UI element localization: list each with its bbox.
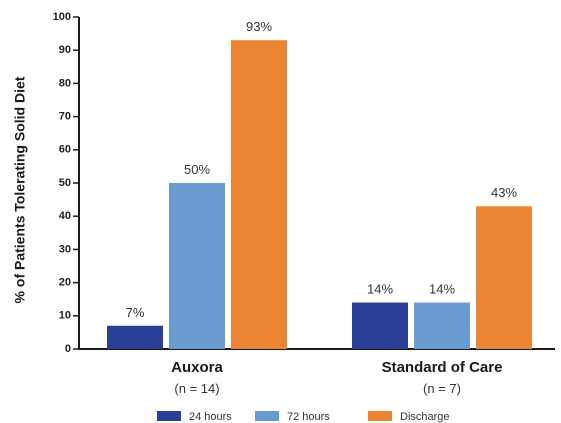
bar-discharge xyxy=(476,206,532,349)
data-label: 50% xyxy=(184,162,210,177)
y-tick-label: 0 xyxy=(65,343,71,355)
y-axis-label: % of Patients Tolerating Solid Diet xyxy=(12,76,28,303)
category-labels: Auxora (n = 14) Standard of Care (n = 7) xyxy=(171,359,502,396)
category-sublabel: (n = 7) xyxy=(423,381,461,396)
category-label: Standard of Care xyxy=(382,359,503,376)
data-label: 14% xyxy=(367,282,393,297)
y-tick-label: 30 xyxy=(59,243,71,255)
bar-24-hours xyxy=(107,325,163,349)
data-label: 43% xyxy=(491,185,517,200)
y-tick-label: 10 xyxy=(59,310,71,322)
data-label: 93% xyxy=(246,19,272,34)
y-tick-label: 60 xyxy=(59,144,71,156)
legend-label: 72 hours xyxy=(287,411,330,423)
bar-72-hours xyxy=(169,183,225,349)
y-tick-label: 50 xyxy=(59,177,71,189)
y-tick-label: 100 xyxy=(53,11,71,23)
bar-24-hours xyxy=(352,302,408,349)
data-label: 7% xyxy=(126,305,145,320)
data-label: 14% xyxy=(429,282,455,297)
legend-label: 24 hours xyxy=(189,411,232,423)
legend-label: Discharge xyxy=(400,411,450,423)
bars: 7% 50% 93% 14% 14% 43% xyxy=(107,19,532,350)
legend-swatch xyxy=(157,411,181,421)
legend: 24 hours 72 hours Discharge xyxy=(157,411,450,423)
y-tick-label: 90 xyxy=(59,44,71,56)
bar-discharge xyxy=(231,40,287,350)
y-tick-label: 20 xyxy=(59,277,71,289)
bar-72-hours xyxy=(414,302,470,349)
y-tick-label: 80 xyxy=(59,77,71,89)
y-tick-label: 70 xyxy=(59,111,71,123)
legend-swatch xyxy=(255,411,279,421)
legend-swatch xyxy=(368,411,392,421)
category-sublabel: (n = 14) xyxy=(174,381,219,396)
category-label: Auxora xyxy=(171,359,223,376)
y-tick-label: 40 xyxy=(59,210,71,222)
